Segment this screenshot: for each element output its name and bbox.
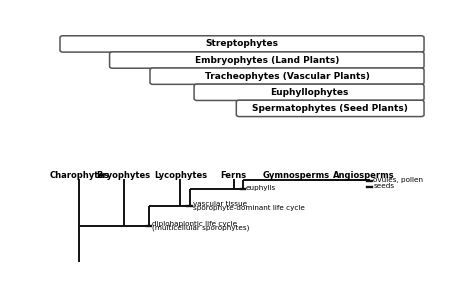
FancyBboxPatch shape (60, 36, 424, 52)
Text: Lycophytes: Lycophytes (154, 170, 207, 180)
FancyBboxPatch shape (109, 52, 424, 68)
Text: (multicellular sporophytes): (multicellular sporophytes) (152, 225, 250, 231)
Text: Embryophytes (Land Plants): Embryophytes (Land Plants) (195, 56, 339, 65)
Text: Spermatophytes (Seed Plants): Spermatophytes (Seed Plants) (252, 104, 408, 113)
Text: vascular tissue: vascular tissue (192, 202, 247, 208)
Text: Tracheophytes (Vascular Plants): Tracheophytes (Vascular Plants) (205, 72, 369, 81)
FancyBboxPatch shape (150, 68, 424, 84)
Text: ovules, pollen: ovules, pollen (374, 177, 423, 183)
FancyBboxPatch shape (194, 84, 424, 100)
Text: diplohaplontic life cycle: diplohaplontic life cycle (152, 221, 237, 227)
FancyBboxPatch shape (237, 100, 424, 117)
Text: Ferns: Ferns (221, 170, 247, 180)
Text: Angiosperms: Angiosperms (333, 170, 395, 180)
Text: Euphyllophytes: Euphyllophytes (270, 88, 348, 97)
Text: Gymnosperms: Gymnosperms (263, 170, 330, 180)
Text: Charophytes: Charophytes (49, 170, 109, 180)
Text: euphylls: euphylls (246, 185, 276, 191)
Text: sporophyte-dominant life cycle: sporophyte-dominant life cycle (192, 205, 304, 211)
Text: Bryophytes: Bryophytes (97, 170, 151, 180)
Text: Streptophytes: Streptophytes (206, 39, 279, 48)
Text: seeds: seeds (374, 183, 394, 189)
